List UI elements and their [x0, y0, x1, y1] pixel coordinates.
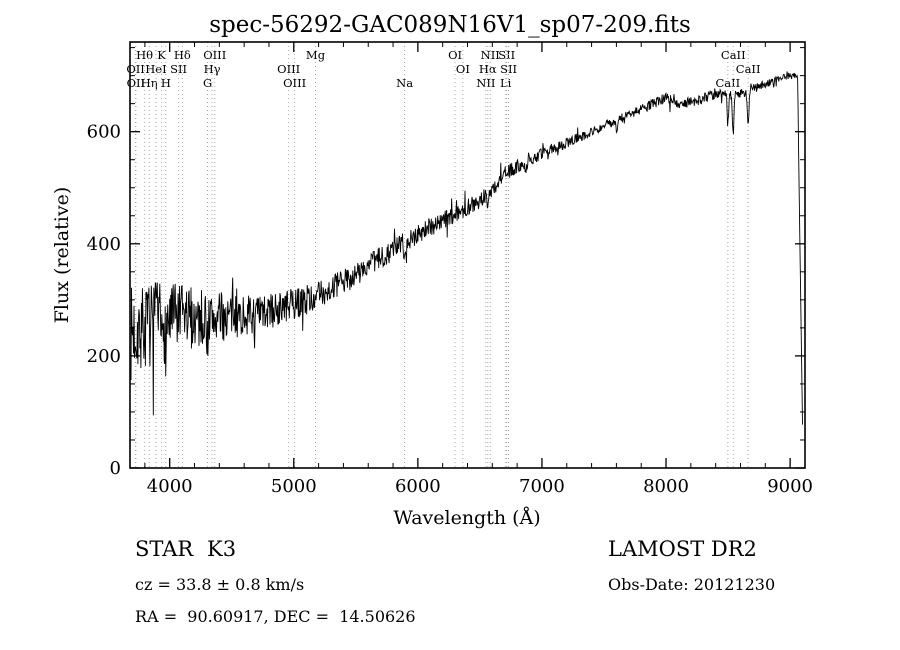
x-tick-label: 6000: [395, 476, 441, 497]
spectral-line-label: Hγ: [204, 62, 221, 76]
spectral-line-label: K: [157, 48, 166, 62]
spectral-line-label: OI: [448, 48, 462, 62]
y-tick-label: 400: [87, 234, 121, 255]
x-tick-label: 4000: [147, 476, 193, 497]
spectrum-line: [130, 71, 803, 425]
spectral-line-label: SII: [170, 62, 187, 76]
y-tick-label: 200: [87, 346, 121, 367]
spectral-line-label: Hδ: [174, 48, 191, 62]
spectral-line-label: OII: [127, 76, 146, 90]
spectral-line-label: Li: [500, 76, 512, 90]
spectral-line-label: Hα: [479, 62, 497, 76]
spectral-line-label: Mg: [306, 48, 326, 62]
spectral-line-marker-layer: OIIOIIHθHηHeIKHSIIHδGHγOIIIOIIIOIIIMgNaO…: [126, 42, 761, 468]
obs-date-text: Obs-Date: 20121230: [608, 575, 775, 594]
spectral-line-label: NII: [481, 48, 500, 62]
spectral-line-label: HeI: [145, 62, 166, 76]
x-tick-label: 8000: [643, 476, 689, 497]
coordinates-text: RA = 90.60917, DEC = 14.50626: [135, 607, 416, 626]
y-axis-label: Flux (relative): [51, 187, 73, 324]
spectral-line-label: SII: [498, 48, 515, 62]
redshift-velocity-text: cz = 33.8 ± 0.8 km/s: [135, 575, 304, 594]
y-tick-label: 600: [87, 122, 121, 143]
spectral-line-label: Hη: [141, 76, 158, 90]
spectral-line-label: Hθ: [136, 48, 153, 62]
spectral-line-label: Na: [396, 76, 413, 90]
x-tick-label: 9000: [767, 476, 813, 497]
plot-title: spec-56292-GAC089N16V1_sp07-209.fits: [209, 12, 691, 38]
x-tick-label: 5000: [271, 476, 317, 497]
spectral-line-label: OIII: [203, 48, 226, 62]
spectral-line-label: OI: [456, 62, 470, 76]
object-subclass-label: K3: [207, 537, 236, 561]
x-axis-label: Wavelength (Å): [393, 507, 540, 529]
x-tick-label: 7000: [519, 476, 565, 497]
object-class-label: STAR: [135, 537, 194, 561]
spectral-line-label: G: [203, 76, 212, 90]
spectral-line-label: CaII: [721, 48, 746, 62]
spectral-line-label: SII: [500, 62, 517, 76]
spectral-line-label: H: [161, 76, 171, 90]
spectral-line-label: OIII: [283, 76, 306, 90]
spectral-line-label: NII: [476, 76, 495, 90]
spectral-line-label: CaII: [736, 62, 761, 76]
axis-tick-layer: 4000 5000 6000 7000 8000 9000 0 200 400 600: [87, 42, 813, 497]
plot-frame: [129, 41, 806, 469]
spectral-line-label: OIII: [277, 62, 300, 76]
y-tick-label: 0: [110, 458, 121, 479]
survey-label: LAMOST DR2: [608, 537, 757, 561]
spectral-line-label: CaII: [715, 76, 740, 90]
spectrum-line-layer: [130, 71, 803, 425]
spectral-line-label: OII: [126, 62, 145, 76]
